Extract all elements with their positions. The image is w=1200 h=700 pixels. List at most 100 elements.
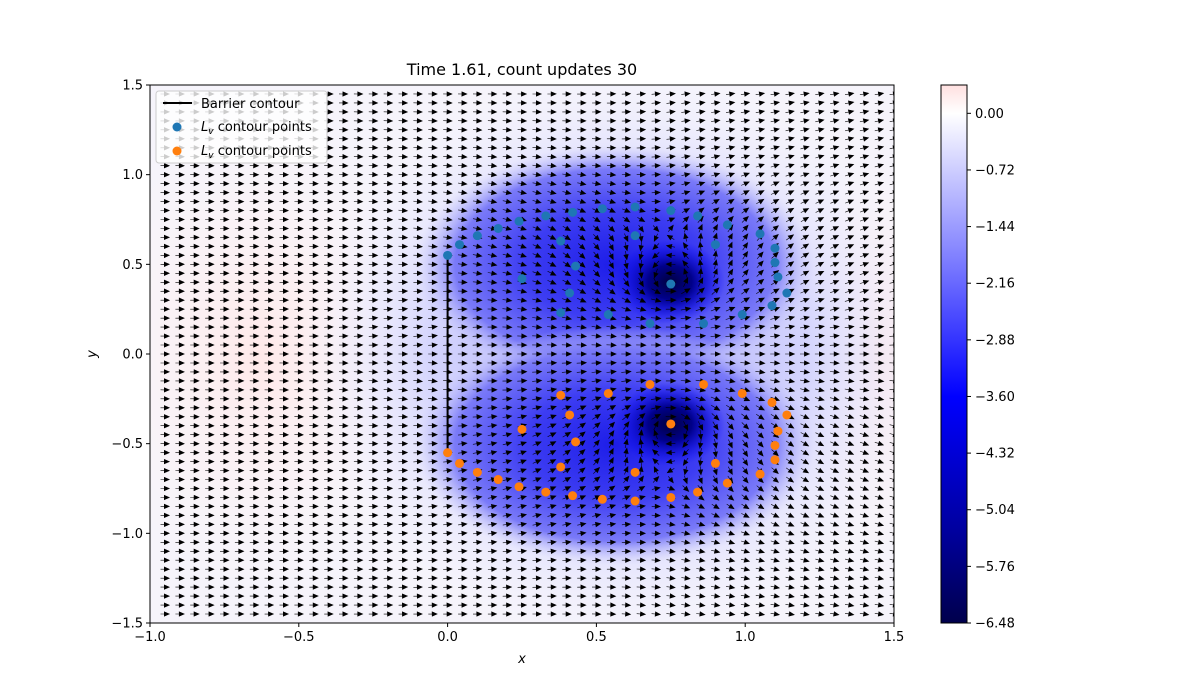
quiver-arrow <box>874 235 885 241</box>
quiver-arrow <box>398 198 409 205</box>
quiver-arrow <box>368 118 379 124</box>
quiver-arrow <box>562 91 572 97</box>
quiver-arrow <box>606 611 617 617</box>
quiver-arrow <box>651 207 661 214</box>
quiver-arrow <box>279 189 290 196</box>
quiver-arrow <box>190 458 200 465</box>
quiver-arrow <box>859 494 870 500</box>
quiver-arrow <box>324 602 334 608</box>
quiver-arrow <box>353 109 364 115</box>
quiver-arrow <box>665 432 676 438</box>
quiver-arrow <box>249 189 260 196</box>
quiver-arrow <box>353 512 364 519</box>
y-tick-label: 1.0 <box>122 168 143 183</box>
quiver-arrow <box>636 306 647 312</box>
quiver-arrow <box>502 530 513 537</box>
quiver-arrow <box>324 243 334 250</box>
quiver-arrow <box>725 351 736 357</box>
quiver-arrow <box>845 539 855 545</box>
quiver-arrow <box>220 611 230 617</box>
quiver-arrow <box>608 233 615 242</box>
quiver-arrow <box>741 269 749 278</box>
quiver-arrow <box>845 253 855 259</box>
quiver-arrow <box>680 396 692 402</box>
quiver-arrow <box>338 261 349 267</box>
quiver-arrow <box>770 369 781 375</box>
quiver-arrow <box>814 333 825 339</box>
colorbar-tick-label: −4.32 <box>975 447 1015 462</box>
quiver-arrow <box>874 91 885 97</box>
quiver-arrow <box>264 261 275 267</box>
quiver-arrow <box>517 162 528 169</box>
quiver-arrow <box>398 100 409 106</box>
quiver-arrow <box>219 297 230 303</box>
quiver-arrow <box>591 306 602 312</box>
quiver-arrow <box>710 315 721 321</box>
quiver-arrow <box>755 557 766 563</box>
quiver-arrow <box>458 548 468 554</box>
quiver-arrow <box>681 181 691 187</box>
quiver-arrow <box>815 602 825 608</box>
quiver-arrow <box>517 611 528 617</box>
quiver-arrow <box>665 351 677 357</box>
quiver-arrow <box>653 429 659 440</box>
quiver-arrow <box>859 449 870 455</box>
quiver-arrow <box>755 163 765 169</box>
quiver-arrow <box>353 288 364 294</box>
quiver-arrow <box>785 136 795 142</box>
quiver-arrow <box>681 413 691 420</box>
quiver-arrow <box>353 118 364 124</box>
quiver-arrow <box>368 512 379 519</box>
quiver-arrow <box>756 485 765 492</box>
quiver-arrow <box>562 449 571 456</box>
quiver-arrow <box>621 378 632 384</box>
quiver-arrow <box>457 405 468 411</box>
quiver-arrow <box>800 252 810 259</box>
colorbar-ticks: 0.00−0.72−1.44−2.16−2.88−3.60−4.32−5.04−… <box>967 107 1015 632</box>
quiver-arrow <box>770 199 780 205</box>
quiver-arrow <box>502 100 513 106</box>
quiver-arrow <box>487 136 498 142</box>
quiver-arrow <box>309 575 319 581</box>
quiver-arrow <box>234 449 245 456</box>
quiver-arrow <box>859 557 870 563</box>
quiver-arrow <box>770 136 780 142</box>
quiver-arrow <box>383 163 394 169</box>
quiver-arrow <box>160 557 171 563</box>
quiver-arrow <box>220 575 230 581</box>
quiver-arrow <box>562 575 572 581</box>
quiver-arrow <box>770 575 780 581</box>
quiver-arrow <box>771 467 779 474</box>
colorbar-tick-label: −6.48 <box>975 617 1015 632</box>
quiver-arrow <box>681 602 691 608</box>
quiver-arrow <box>279 234 290 241</box>
quiver-arrow <box>428 163 438 169</box>
quiver-arrow <box>487 91 498 97</box>
quiver-arrow <box>234 261 245 267</box>
quiver-arrow <box>175 458 185 465</box>
quiver-arrow <box>606 324 617 330</box>
legend-orange-swatch <box>172 146 182 156</box>
quiver-arrow <box>368 602 379 608</box>
quiver-arrow <box>398 512 409 519</box>
quiver-arrow <box>487 369 498 375</box>
quiver-arrow <box>651 189 661 196</box>
quiver-arrow <box>859 279 870 286</box>
quiver-arrow <box>249 458 260 465</box>
quiver-arrow <box>205 593 215 599</box>
quiver-arrow <box>680 333 692 339</box>
quiver-arrow <box>309 423 319 429</box>
quiver-arrow <box>577 513 587 519</box>
quiver-arrow <box>353 405 364 411</box>
quiver-arrow <box>413 234 424 241</box>
quiver-arrow <box>681 288 691 295</box>
quiver-arrow <box>741 215 749 223</box>
quiver-arrow <box>725 360 736 366</box>
quiver-arrow <box>398 611 409 617</box>
quiver-arrow <box>472 207 483 214</box>
quiver-arrow <box>800 566 810 572</box>
quiver-arrow <box>160 414 171 420</box>
quiver-arrow <box>190 234 200 241</box>
quiver-arrow <box>249 306 260 312</box>
quiver-arrow <box>830 208 840 214</box>
